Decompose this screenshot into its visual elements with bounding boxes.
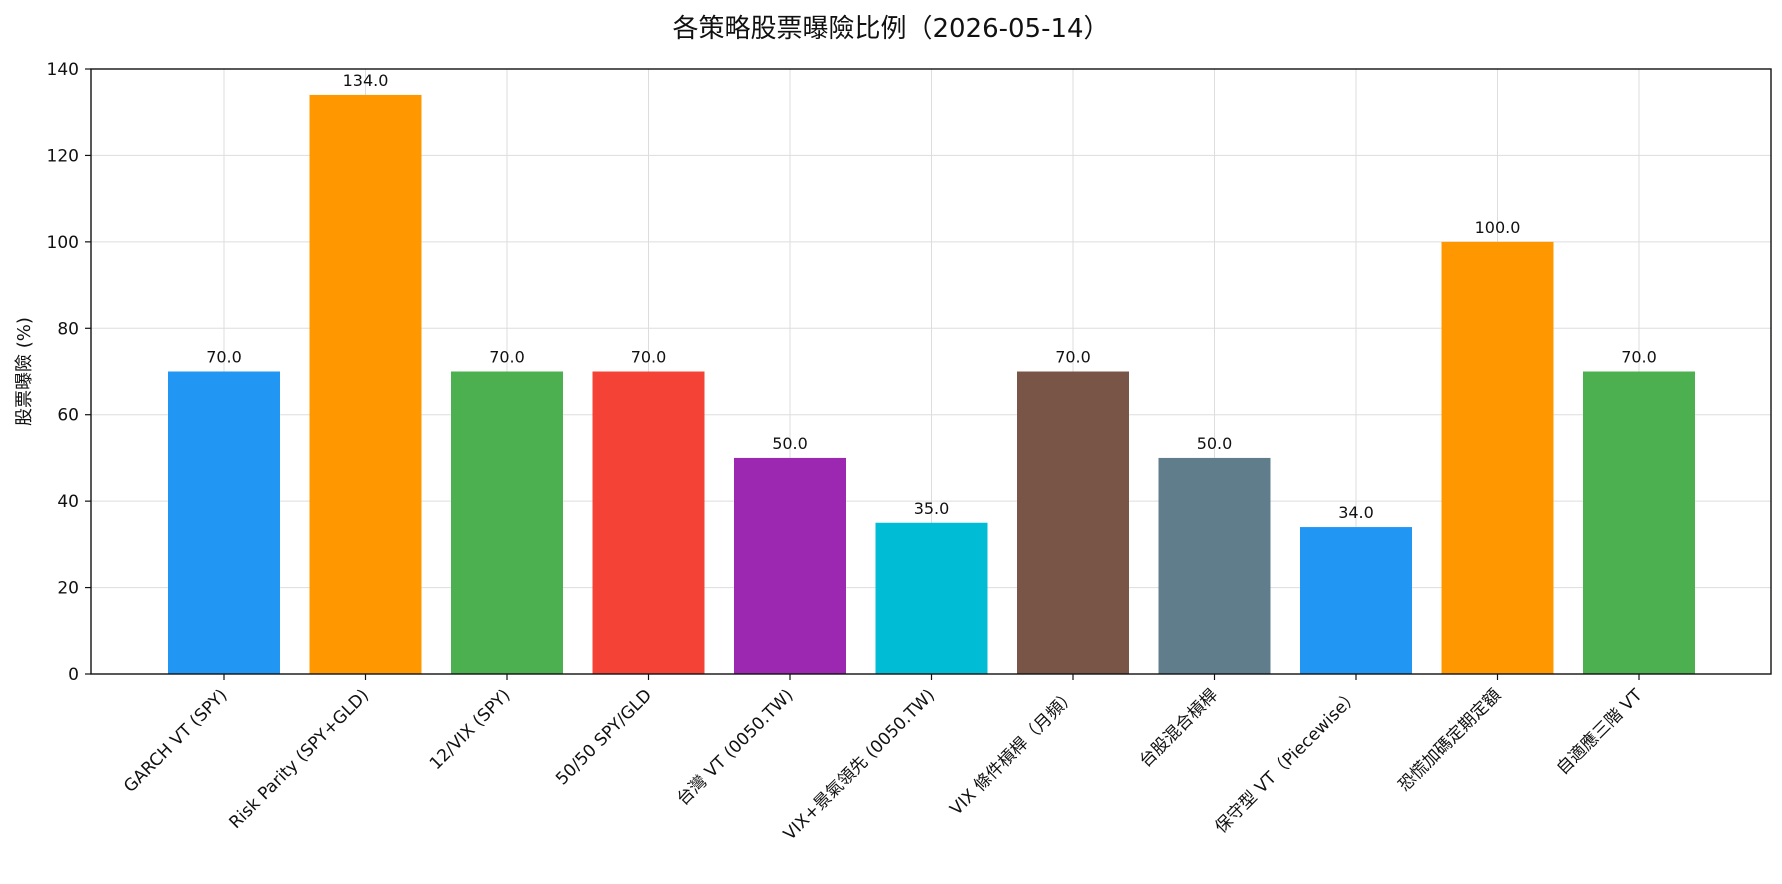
bar [1158,457,1271,674]
bar-value-label: 70.0 [1621,348,1657,367]
bar-value-label: 34.0 [1338,503,1374,522]
x-tick-label: 自適應三階 VT [1552,684,1647,779]
x-tick-label: VIX+景氣領先 (0050.TW) [780,685,939,844]
bar [734,457,846,674]
bar-value-label: 50.0 [772,434,808,453]
bar-value-label: 70.0 [631,348,667,367]
y-tick-label: 80 [57,319,79,339]
bar [1017,371,1129,674]
x-tick-label: 台灣 VT (0050.TW) [673,685,797,809]
bar [1300,527,1412,674]
bar-value-label: 35.0 [914,499,950,518]
bar-value-label: 100.0 [1475,218,1521,237]
x-tick-label: 恐慌加碼定期定額 [1395,685,1505,795]
x-tick-label: VIX 條件槓桿（月頻） [946,685,1080,819]
bar [1583,371,1695,674]
y-tick-label: 120 [47,146,79,166]
x-tick-label: 50/50 SPY/GLD [552,685,656,789]
bar [451,371,563,674]
y-axis-label: 股票曝險 (%) [14,317,35,426]
bar [168,371,280,674]
bar-value-label: 70.0 [1055,348,1091,367]
plot-frame [90,68,1772,675]
x-tick-label: 12/VIX (SPY) [426,685,515,774]
chart-title: 各策略股票曝險比例（2026-05-14） [672,14,1110,44]
bar [1441,241,1554,674]
y-tick-label: 140 [47,60,79,80]
x-tick-label: 台股混合槓桿 [1136,685,1222,771]
y-tick-label: 0 [68,665,79,685]
bar-value-label: 70.0 [206,348,242,367]
bar-value-label: 50.0 [1197,434,1233,453]
bar [875,522,988,674]
bars [168,94,1695,674]
bar-value-label: 134.0 [343,71,389,90]
y-tick-label: 100 [47,233,79,253]
y-tick-label: 20 [57,579,79,599]
x-tick-label: Risk Parity (SPY+GLD) [225,685,373,833]
data-labels: 70.0 134.0 70.0 70.0 50.0 35.0 70.0 50.0 34.0 100… [206,71,1657,522]
bar [592,371,705,674]
x-tick-label: 保守型 VT（Piecewise） [1211,685,1363,837]
bar-value-label: 70.0 [489,348,525,367]
bar [309,94,422,674]
y-tick-label: 40 [57,492,79,512]
y-tick-label: 60 [57,406,79,426]
x-tick-label: GARCH VT (SPY) [120,685,231,796]
